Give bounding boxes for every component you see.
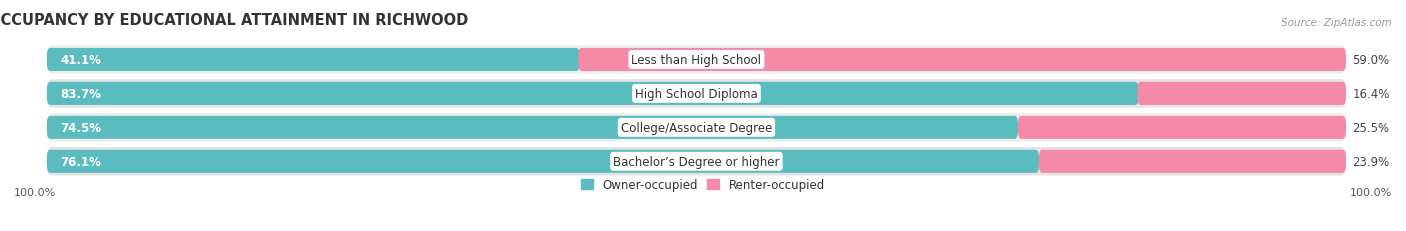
FancyBboxPatch shape	[46, 46, 1346, 74]
Text: 41.1%: 41.1%	[60, 54, 101, 67]
Text: 100.0%: 100.0%	[1350, 187, 1392, 197]
Legend: Owner-occupied, Renter-occupied: Owner-occupied, Renter-occupied	[581, 178, 825, 191]
Text: 59.0%: 59.0%	[1353, 54, 1389, 67]
Text: Bachelor’s Degree or higher: Bachelor’s Degree or higher	[613, 155, 780, 168]
Text: 16.4%: 16.4%	[1353, 88, 1391, 100]
Text: High School Diploma: High School Diploma	[636, 88, 758, 100]
Text: OCCUPANCY BY EDUCATIONAL ATTAINMENT IN RICHWOOD: OCCUPANCY BY EDUCATIONAL ATTAINMENT IN R…	[0, 13, 468, 28]
Text: 83.7%: 83.7%	[60, 88, 101, 100]
Text: College/Associate Degree: College/Associate Degree	[621, 121, 772, 134]
FancyBboxPatch shape	[1018, 116, 1346, 139]
Text: 74.5%: 74.5%	[60, 121, 101, 134]
FancyBboxPatch shape	[46, 147, 1346, 176]
FancyBboxPatch shape	[578, 49, 1346, 72]
Text: 100.0%: 100.0%	[14, 187, 56, 197]
FancyBboxPatch shape	[46, 114, 1346, 142]
Text: Source: ZipAtlas.com: Source: ZipAtlas.com	[1281, 18, 1392, 28]
Text: 23.9%: 23.9%	[1353, 155, 1389, 168]
FancyBboxPatch shape	[1039, 150, 1346, 173]
FancyBboxPatch shape	[46, 150, 1039, 173]
FancyBboxPatch shape	[46, 49, 579, 72]
FancyBboxPatch shape	[46, 82, 1139, 106]
Text: 76.1%: 76.1%	[60, 155, 101, 168]
Text: 25.5%: 25.5%	[1353, 121, 1389, 134]
FancyBboxPatch shape	[1137, 82, 1346, 106]
Text: Less than High School: Less than High School	[631, 54, 762, 67]
FancyBboxPatch shape	[46, 116, 1018, 139]
FancyBboxPatch shape	[46, 80, 1346, 108]
